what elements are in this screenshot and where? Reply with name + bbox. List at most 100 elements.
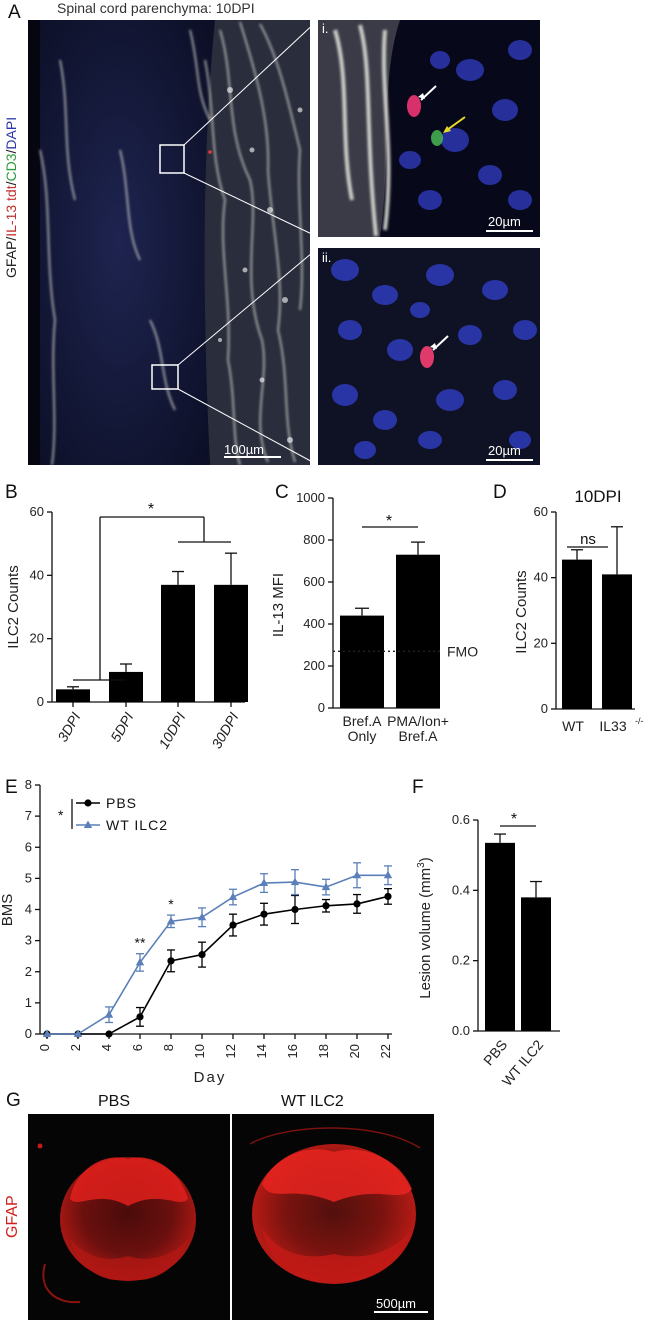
d-x-tick-label: WT (562, 718, 584, 734)
b-x-tick-label: 30DPI (208, 709, 241, 751)
panel-label-d: D (493, 482, 507, 503)
e-y-tick-label: 2 (25, 964, 32, 979)
d-significance: ns (580, 531, 596, 548)
e-y-tick-label: 5 (25, 870, 32, 885)
e-point-pbs (198, 951, 206, 959)
inset-i-scalebar-label: 20µm (488, 214, 521, 229)
scalebar-main-label: 100µm (224, 442, 265, 457)
inset-i-label: i. (322, 21, 329, 36)
panel-label-g: G (6, 1090, 21, 1111)
e-legend-label-wt: WT ILC2 (106, 817, 168, 833)
f-y-tick-label: 0.0 (452, 1023, 470, 1038)
c-ylabel: IL-13 MFI (270, 573, 287, 637)
c-y-tick-label: 400 (303, 616, 325, 631)
e-point-pbs (105, 1030, 113, 1038)
e-point-wt (42, 1029, 52, 1037)
panel-g-col-wt: WT ILC2 (281, 1093, 344, 1110)
e-legend-marker-pbs (84, 799, 92, 807)
e-ylabel: BMS (0, 894, 16, 927)
d-bar (562, 559, 592, 709)
f-y-tick-label: 0.4 (452, 882, 470, 897)
panel-label-e: E (5, 777, 18, 798)
c-x-tick-label: Only (348, 728, 377, 744)
e-point-wt (383, 870, 393, 879)
f-y-tick-label: 0.2 (452, 953, 470, 968)
b-ylabel: ILC2 Counts (5, 565, 22, 648)
c-significance: * (386, 513, 392, 530)
e-point-pbs (384, 892, 392, 901)
e-x-tick-label: 18 (316, 1044, 331, 1058)
inset-ii (318, 248, 540, 465)
e-x-tick-label: 10 (192, 1044, 207, 1058)
e-y-tick-label: 8 (25, 777, 32, 792)
b-bar (109, 671, 143, 702)
d-y-tick-label: 0 (541, 701, 548, 716)
b-bar (214, 584, 248, 702)
e-point-wt (73, 1029, 83, 1037)
e-significance: * (168, 896, 174, 912)
f-bar (485, 842, 515, 1031)
e-point-pbs (322, 902, 330, 910)
f-x-tick-label: PBS (480, 1037, 510, 1069)
e-legend-marker-wt (83, 820, 93, 828)
e-x-tick-label: 20 (347, 1044, 362, 1058)
c-y-tick-label: 200 (303, 658, 325, 673)
e-point-pbs (353, 900, 361, 908)
panel-a-figure (28, 19, 540, 466)
d-ylabel: ILC2 Counts (513, 570, 530, 653)
d-y-tick-label: 60 (534, 504, 548, 519)
e-y-tick-label: 0 (25, 1026, 32, 1041)
c-y-tick-label: 0 (318, 700, 325, 715)
panel-g-figure (28, 1114, 434, 1320)
e-x-tick-label: 14 (254, 1044, 269, 1058)
panel-label-b: B (5, 482, 18, 503)
e-x-tick-label: 4 (99, 1044, 114, 1051)
c-x-tick-label: Bref.A (399, 728, 439, 744)
d-x-tick-label: IL33 (599, 718, 626, 734)
b-y-tick-label: 40 (30, 567, 44, 582)
g-wt-cord (249, 1127, 421, 1284)
e-x-tick-label: 0 (37, 1044, 52, 1051)
d-y-tick-label: 40 (534, 570, 548, 585)
e-xlabel: Day (194, 1069, 227, 1086)
b-y-tick-label: 60 (30, 504, 44, 519)
e-point-pbs (167, 957, 175, 965)
inset-i (318, 20, 540, 237)
panel-label-a: A (8, 2, 21, 23)
e-legend-label-pbs: PBS (106, 795, 137, 811)
e-point-wt (104, 1010, 114, 1018)
c-x-tick-label: PMA/Ion+ (387, 713, 449, 729)
d-bar (602, 574, 632, 709)
zoom-lines (177, 19, 319, 466)
f-y-tick-label: 0.6 (452, 812, 470, 827)
e-x-tick-label: 8 (161, 1044, 176, 1051)
panel-g-scalebar-label: 500µm (376, 1296, 417, 1311)
e-series-line (47, 874, 388, 1035)
e-point-wt (197, 912, 207, 921)
e-x-tick-label: 6 (130, 1044, 145, 1051)
g-pbs-cord (37, 1143, 196, 1304)
e-point-pbs (291, 905, 299, 914)
e-y-tick-label: 1 (25, 995, 32, 1010)
e-point-wt (352, 870, 362, 879)
panel-a-title: Spinal cord parenchyma: 10DPI (57, 0, 255, 16)
d-title: 10DPI (574, 487, 621, 506)
b-bar (56, 689, 90, 702)
c-y-tick-label: 600 (303, 574, 325, 589)
panel-label-c: C (275, 482, 289, 503)
c-bar (340, 615, 384, 708)
e-x-tick-label: 2 (68, 1044, 83, 1051)
d-x-tick-sup: -/- (635, 716, 644, 726)
e-point-wt (135, 957, 145, 966)
b-x-tick-label: 10DPI (155, 709, 188, 751)
e-y-tick-label: 4 (25, 902, 32, 917)
b-significance: * (148, 501, 154, 518)
c-x-tick-label: Bref.A (343, 713, 383, 729)
e-y-tick-label: 6 (25, 839, 32, 854)
c-y-tick-label: 800 (303, 532, 325, 547)
b-x-tick-label: 3DPI (54, 709, 83, 744)
e-x-tick-label: 12 (223, 1044, 238, 1058)
d-y-tick-label: 20 (534, 635, 548, 650)
e-y-tick-label: 3 (25, 933, 32, 948)
